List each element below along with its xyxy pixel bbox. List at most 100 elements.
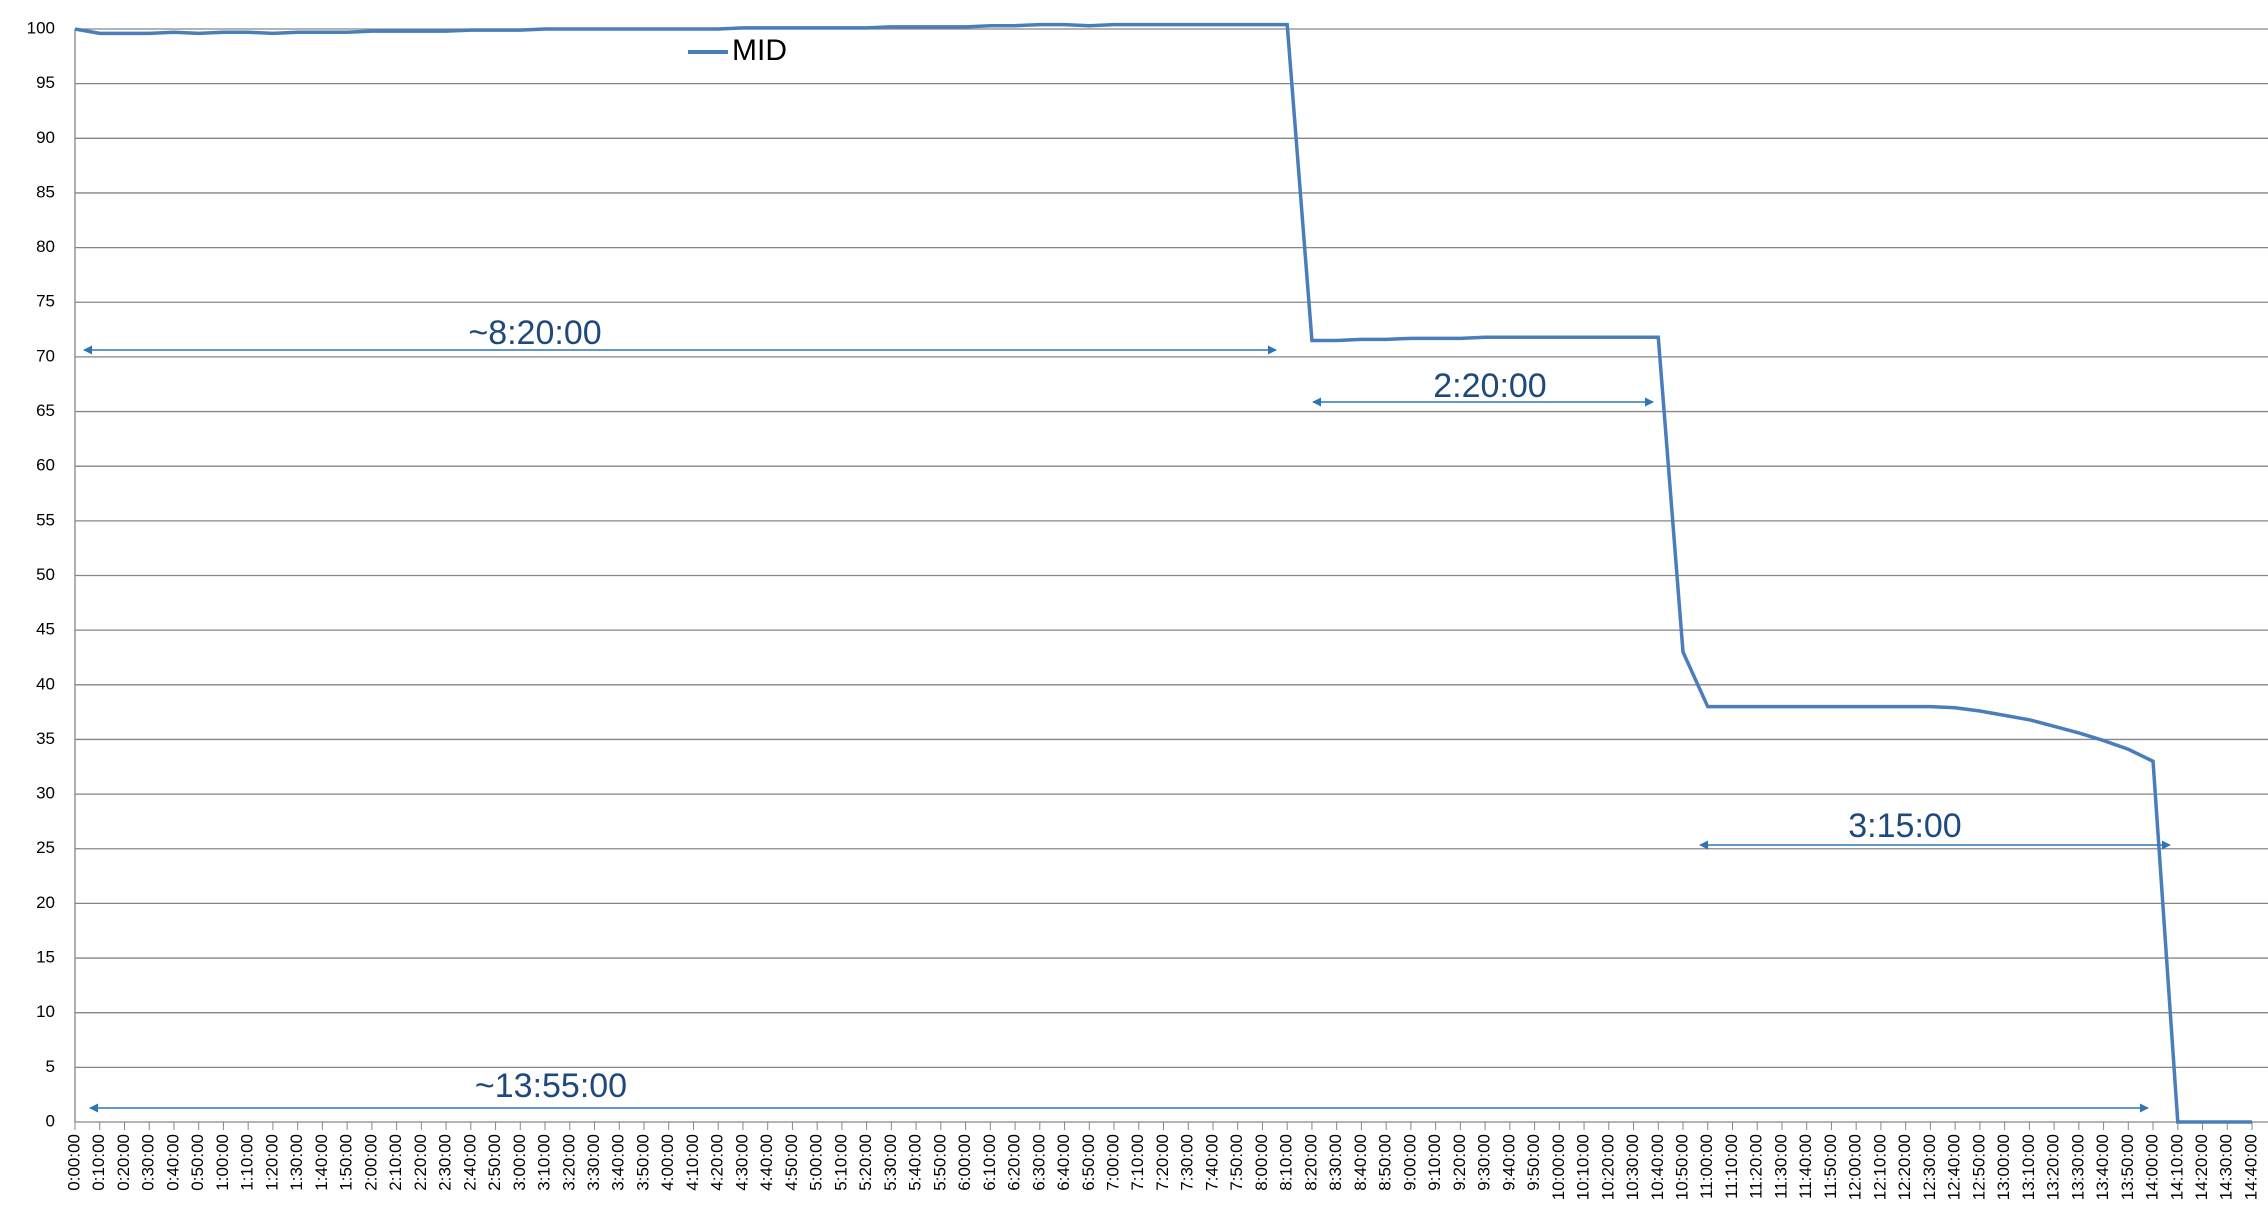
x-tick-label: 0:00:00 — [64, 1134, 83, 1191]
x-tick-label: 12:00:00 — [1846, 1134, 1865, 1200]
y-tick-label: 70 — [36, 346, 55, 365]
x-tick-label: 7:30:00 — [1178, 1134, 1197, 1191]
x-tick-label: 1:50:00 — [337, 1134, 356, 1191]
x-tick-label: 2:20:00 — [411, 1134, 430, 1191]
x-tick-label: 2:30:00 — [436, 1134, 455, 1191]
x-tick-label: 11:20:00 — [1747, 1134, 1766, 1199]
x-tick-label: 2:00:00 — [361, 1134, 380, 1191]
x-tick-label: 7:20:00 — [1153, 1134, 1172, 1191]
x-tick-label: 13:00:00 — [1994, 1134, 2013, 1200]
y-tick-label: 80 — [36, 237, 55, 256]
annotation: 2:20:00 — [1433, 367, 1546, 405]
x-tick-label: 1:40:00 — [312, 1134, 331, 1191]
x-tick-label: 14:00:00 — [2143, 1134, 2162, 1200]
x-tick-label: 4:30:00 — [732, 1134, 751, 1191]
x-tick-label: 7:00:00 — [1104, 1134, 1123, 1191]
x-tick-label: 9:20:00 — [1450, 1134, 1469, 1191]
x-tick-label: 0:50:00 — [188, 1134, 207, 1191]
x-tick-label: 9:50:00 — [1524, 1134, 1543, 1191]
y-tick-label: 25 — [36, 838, 55, 857]
y-tick-label: 15 — [36, 948, 55, 967]
x-tick-label: 10:30:00 — [1623, 1134, 1642, 1200]
y-tick-label: 45 — [36, 620, 55, 639]
x-tick-label: 6:10:00 — [980, 1134, 999, 1191]
x-tick-label: 5:00:00 — [807, 1134, 826, 1191]
annotation: 3:15:00 — [1848, 807, 1961, 845]
x-tick-label: 2:50:00 — [485, 1134, 504, 1191]
x-tick-label: 4:20:00 — [708, 1134, 727, 1191]
x-tick-label: 5:40:00 — [906, 1134, 925, 1191]
x-tick-label: 1:30:00 — [287, 1134, 306, 1191]
x-tick-label: 8:40:00 — [1351, 1134, 1370, 1191]
x-tick-label: 4:50:00 — [782, 1134, 801, 1191]
x-tick-label: 6:50:00 — [1079, 1134, 1098, 1191]
x-tick-label: 5:20:00 — [856, 1134, 875, 1191]
x-tick-label: 8:30:00 — [1326, 1134, 1345, 1191]
y-tick-label: 90 — [36, 128, 55, 147]
x-tick-label: 10:10:00 — [1574, 1134, 1593, 1200]
x-tick-label: 0:40:00 — [163, 1134, 182, 1191]
y-tick-label: 85 — [36, 182, 55, 201]
y-tick-label: 30 — [36, 784, 55, 803]
x-tick-label: 14:10:00 — [2167, 1134, 2186, 1200]
x-tick-label: 14:30:00 — [2217, 1134, 2236, 1200]
x-tick-label: 12:50:00 — [1969, 1134, 1988, 1200]
x-tick-label: 8:50:00 — [1376, 1134, 1395, 1191]
x-tick-label: 3:50:00 — [633, 1134, 652, 1191]
x-tick-label: 10:00:00 — [1549, 1134, 1568, 1200]
y-tick-label: 20 — [36, 893, 55, 912]
x-tick-label: 2:40:00 — [460, 1134, 479, 1191]
x-tick-label: 9:10:00 — [1425, 1134, 1444, 1191]
x-tick-label: 7:10:00 — [1128, 1134, 1147, 1191]
x-tick-label: 7:50:00 — [1227, 1134, 1246, 1191]
x-tick-label: 11:10:00 — [1722, 1134, 1741, 1199]
x-tick-label: 3:30:00 — [584, 1134, 603, 1191]
x-tick-label: 1:10:00 — [238, 1134, 257, 1191]
y-tick-label: 55 — [36, 510, 55, 529]
x-tick-label: 3:00:00 — [510, 1134, 529, 1191]
x-tick-label: 4:00:00 — [658, 1134, 677, 1191]
annotation: ~13:55:00 — [475, 1067, 627, 1105]
x-tick-label: 0:10:00 — [89, 1134, 108, 1191]
x-tick-label: 3:20:00 — [559, 1134, 578, 1191]
x-tick-label: 13:20:00 — [2044, 1134, 2063, 1200]
annotation: ~8:20:00 — [468, 314, 601, 352]
x-tick-label: 9:40:00 — [1499, 1134, 1518, 1191]
y-tick-label: 100 — [27, 18, 55, 37]
x-tick-label: 7:40:00 — [1202, 1134, 1221, 1191]
x-tick-label: 1:20:00 — [262, 1134, 281, 1191]
x-tick-label: 10:40:00 — [1648, 1134, 1667, 1200]
x-tick-label: 14:20:00 — [2192, 1134, 2211, 1200]
x-tick-label: 11:30:00 — [1771, 1134, 1790, 1199]
x-tick-label: 4:40:00 — [757, 1134, 776, 1191]
x-tick-label: 12:30:00 — [1920, 1134, 1939, 1200]
x-tick-label: 4:10:00 — [683, 1134, 702, 1191]
x-tick-label: 6:40:00 — [1054, 1134, 1073, 1191]
x-tick-label: 13:30:00 — [2068, 1134, 2087, 1200]
y-tick-label: 10 — [36, 1002, 55, 1021]
x-tick-label: 8:10:00 — [1277, 1134, 1296, 1191]
x-tick-label: 3:40:00 — [609, 1134, 628, 1191]
data-line — [74, 22, 2252, 1124]
y-tick-label: 50 — [36, 565, 55, 584]
x-tick-label: 10:20:00 — [1598, 1134, 1617, 1200]
x-tick-label: 2:10:00 — [386, 1134, 405, 1191]
x-tick-label: 13:10:00 — [2019, 1134, 2038, 1200]
x-tick-label: 12:10:00 — [1870, 1134, 1889, 1200]
y-tick-label: 65 — [36, 401, 55, 420]
y-tick-label: 60 — [36, 456, 55, 475]
x-tick-label: 8:00:00 — [1252, 1134, 1271, 1191]
x-tick-label: 14:40:00 — [2241, 1134, 2260, 1200]
x-tick-label: 13:50:00 — [2118, 1134, 2137, 1200]
x-tick-label: 8:20:00 — [1301, 1134, 1320, 1191]
x-tick-label: 9:30:00 — [1475, 1134, 1494, 1191]
legend-label: MID — [732, 34, 787, 67]
y-tick-label: 0 — [46, 1111, 55, 1130]
y-tick-label: 95 — [36, 73, 55, 92]
y-tick-label: 40 — [36, 674, 55, 693]
x-tick-label: 9:00:00 — [1400, 1134, 1419, 1191]
x-tick-label: 11:50:00 — [1821, 1134, 1840, 1199]
x-tick-label: 3:10:00 — [535, 1134, 554, 1191]
y-tick-label: 35 — [36, 729, 55, 748]
